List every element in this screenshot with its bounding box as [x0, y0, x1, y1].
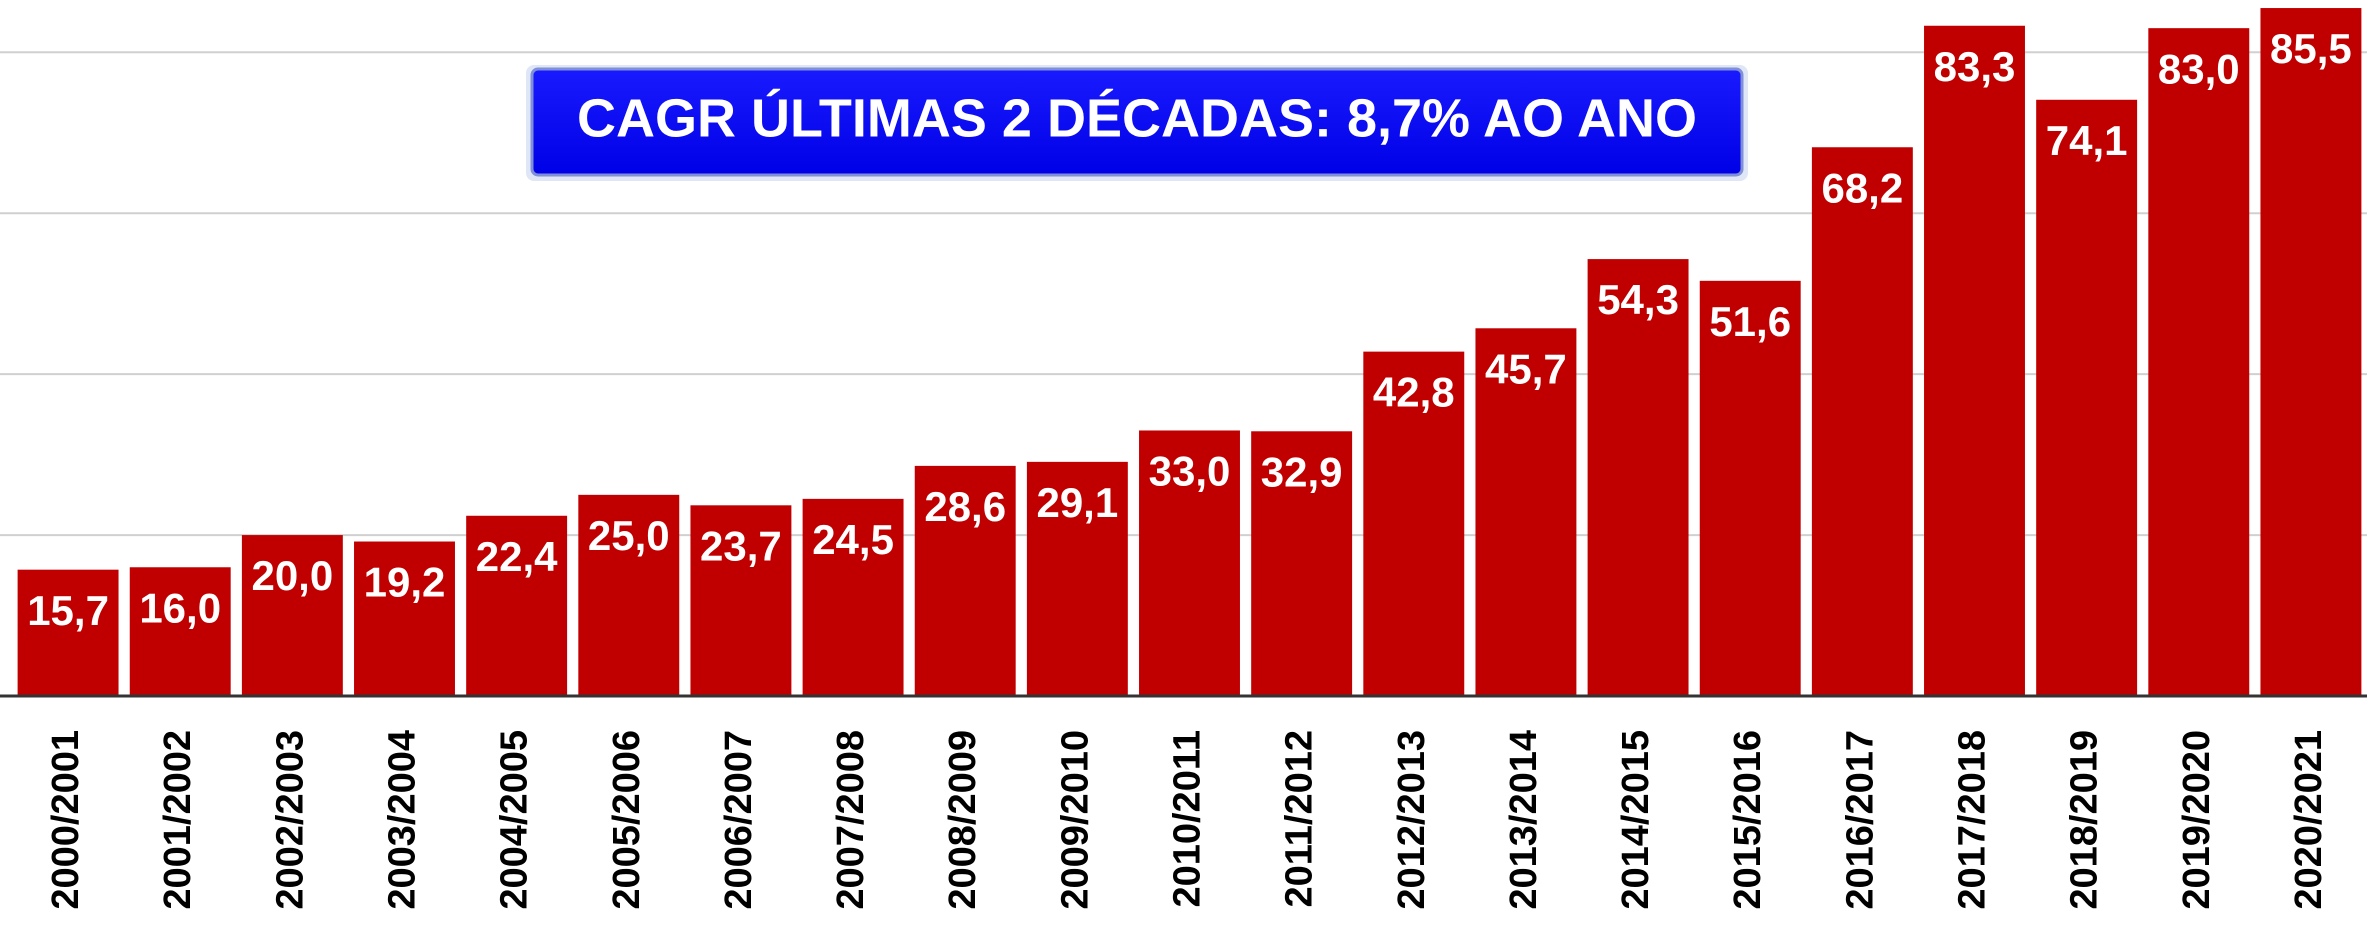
- x-tick-label: 2004/2005: [494, 730, 536, 910]
- value-label: 25,0: [588, 512, 670, 559]
- value-label: 19,2: [364, 559, 446, 606]
- x-tick-label: 2009/2010: [1054, 730, 1096, 910]
- x-tick-label: 2015/2016: [1727, 730, 1769, 910]
- bars: 15,7 2000/2001 16,0 2001/2002 20,0 2002/2003 1…: [0, 8, 2367, 910]
- value-label: 20,0: [251, 552, 333, 599]
- value-label: 83,0: [2158, 45, 2240, 92]
- x-tick-label: 2003/2004: [382, 730, 424, 910]
- value-label: 15,7: [27, 587, 109, 634]
- value-label: 32,9: [1261, 448, 1343, 495]
- bar: [690, 505, 792, 696]
- value-label: 74,1: [2046, 117, 2128, 164]
- x-tick-label: 2006/2007: [718, 730, 760, 910]
- x-tick-label: 2016/2017: [1839, 730, 1881, 910]
- value-label: 23,7: [700, 522, 782, 569]
- x-tick-label: 2013/2014: [1503, 730, 1545, 910]
- bar: [1924, 25, 2025, 696]
- bar: [17, 569, 119, 696]
- bar: [1026, 461, 1128, 696]
- x-tick-label: 2020/2021: [2288, 730, 2330, 910]
- x-tick-label: 2005/2006: [606, 730, 648, 910]
- bar: [241, 535, 343, 696]
- value-label: 22,4: [476, 533, 558, 580]
- x-tick-label: 2007/2008: [830, 730, 872, 910]
- bar: [1475, 328, 1577, 696]
- x-tick-label: 2000/2001: [45, 730, 87, 910]
- annotation-box: [530, 67, 1744, 177]
- value-label: 54,3: [1597, 276, 1679, 323]
- x-tick-label: 2012/2013: [1391, 730, 1433, 910]
- value-label: 42,8: [1373, 369, 1455, 416]
- value-label: 24,5: [812, 516, 894, 563]
- bar: [802, 498, 904, 696]
- bar: [2260, 8, 2362, 696]
- bar: [1587, 259, 1689, 696]
- value-label: 33,0: [1149, 448, 1231, 495]
- bar: [354, 541, 455, 696]
- value-label: 83,3: [1934, 43, 2016, 90]
- bar: [466, 515, 568, 696]
- bar: [1699, 280, 1801, 696]
- x-tick-label: 2010/2011: [1167, 730, 1209, 908]
- x-tick-label: 2018/2019: [2064, 730, 2106, 910]
- x-tick-label: 2017/2018: [1952, 730, 1994, 910]
- annotation: CAGR ÚLTIMAS 2 DÉCADAS: 8,7% AO ANO: [577, 88, 1697, 148]
- value-label: 28,6: [924, 483, 1006, 530]
- bar: [2036, 99, 2138, 696]
- value-label: 85,5: [2270, 25, 2352, 72]
- value-label: 16,0: [139, 584, 221, 631]
- x-tick-label: 2002/2003: [269, 730, 311, 910]
- bar: [1251, 431, 1353, 696]
- bar: [1811, 147, 1913, 697]
- x-tick-label: 2011/2012: [1279, 730, 1321, 908]
- bar: [2148, 28, 2250, 696]
- x-tick-label: 2008/2009: [942, 730, 984, 910]
- bar: [129, 567, 231, 696]
- x-tick-label: 2019/2020: [2176, 730, 2218, 910]
- bar: [1139, 430, 1240, 696]
- value-label: 68,2: [1821, 164, 1903, 211]
- bar: [578, 494, 680, 696]
- x-tick-label: 2014/2015: [1615, 730, 1657, 910]
- value-label: 51,6: [1709, 298, 1791, 345]
- bar: [914, 465, 1016, 696]
- bar: [1363, 351, 1465, 696]
- value-label: 45,7: [1485, 345, 1567, 392]
- x-tick-label: 2001/2002: [157, 730, 199, 910]
- value-label: 29,1: [1036, 479, 1118, 526]
